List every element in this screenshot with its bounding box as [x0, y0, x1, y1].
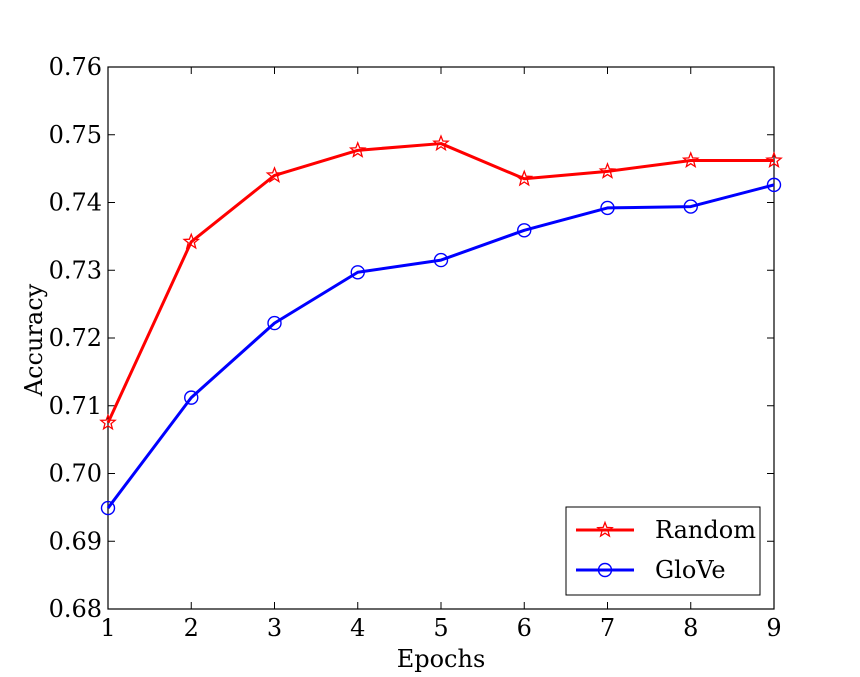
legend-label-glove: GloVe [655, 556, 726, 584]
data-point-glove [517, 223, 532, 238]
legend: Random GloVe [565, 506, 761, 596]
legend-marker-random [596, 520, 614, 538]
y-axis: 0.68 0.69 0.70 0.71 0.72 0.73 0.74 0.75 0.76 [49, 53, 774, 623]
data-point-random [765, 151, 783, 169]
y-tick-label: 0.68 [49, 595, 102, 623]
data-point-random [265, 166, 284, 183]
data-point-glove [184, 390, 199, 405]
x-tick-label: 2 [184, 614, 199, 642]
y-axis-label: Accuracy [20, 283, 48, 397]
y-tick-label: 0.72 [49, 324, 102, 352]
series-line-glove [106, 183, 775, 509]
data-point-glove [350, 265, 365, 280]
data-point-random [681, 151, 700, 169]
legend-marker-glove [597, 562, 613, 578]
data-point-glove [433, 252, 449, 268]
data-point-random [99, 413, 117, 431]
x-tick-label: 4 [350, 614, 365, 642]
data-point-random [182, 232, 201, 250]
x-axis-label: Epochs [397, 645, 486, 673]
data-point-random [348, 141, 367, 158]
x-axis: 1 2 3 4 5 6 7 8 9 [100, 67, 782, 642]
y-tick-label: 0.75 [49, 121, 102, 149]
y-tick-label: 0.71 [49, 392, 102, 420]
x-tick-label: 1 [100, 614, 115, 642]
series-layer [99, 134, 783, 516]
x-tick-label: 8 [683, 614, 698, 642]
data-point-random [515, 169, 534, 187]
y-tick-label: 0.74 [49, 189, 102, 217]
y-tick-label: 0.69 [49, 527, 102, 555]
legend-item-random: Random [576, 516, 756, 544]
legend-item-glove: GloVe [576, 556, 726, 584]
series-random [99, 134, 783, 431]
data-point-random [432, 134, 450, 152]
x-tick-label: 6 [517, 614, 532, 642]
legend-box [565, 506, 761, 596]
y-tick-label: 0.70 [49, 460, 102, 488]
data-point-glove [766, 177, 782, 193]
data-point-glove [100, 500, 116, 516]
series-glove [100, 177, 782, 516]
x-tick-label: 7 [600, 614, 615, 642]
data-point-glove [683, 199, 698, 214]
data-point-glove [600, 200, 615, 216]
x-tick-label: 9 [766, 614, 781, 642]
y-tick-label: 0.76 [49, 53, 102, 81]
legend-label-random: Random [655, 516, 756, 544]
x-tick-label: 5 [433, 614, 448, 642]
data-point-glove [267, 315, 282, 331]
series-line-random [106, 142, 774, 424]
y-tick-label: 0.73 [49, 256, 102, 284]
x-tick-label: 3 [267, 614, 282, 642]
data-point-random [598, 162, 617, 179]
